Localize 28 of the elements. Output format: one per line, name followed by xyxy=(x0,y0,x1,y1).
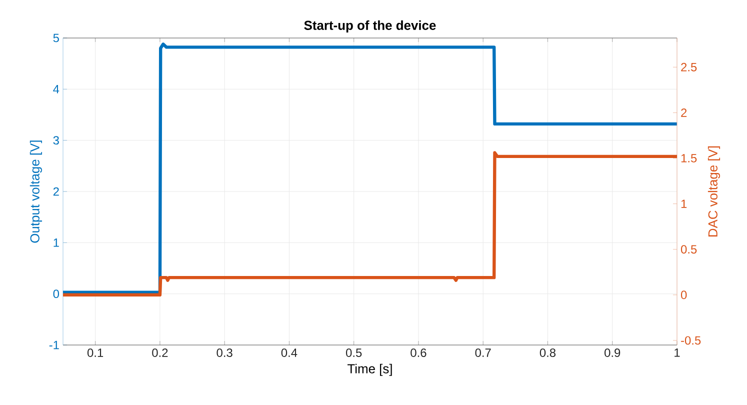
x-tick-label: 0.9 xyxy=(604,348,620,357)
chart-title: Start-up of the device xyxy=(304,20,436,32)
y-tick-label: 2 xyxy=(53,187,59,196)
y-tick-label: 0 xyxy=(53,290,60,298)
y2-tick-label: 2.5 xyxy=(681,62,697,72)
y-tick-label: 1 xyxy=(54,238,59,247)
y-tick-label: 4 xyxy=(53,85,60,94)
x-tick-label: 1 xyxy=(674,348,680,357)
x-tick-label: 0.4 xyxy=(281,348,298,357)
y2-tick-label: 0 xyxy=(680,290,687,300)
y-tick-label: -1 xyxy=(49,340,59,350)
y2-tick-label: 1 xyxy=(681,200,687,208)
y2-axis-title: DAC voltage [V] xyxy=(708,146,720,237)
y2-tick-label: 2 xyxy=(681,108,687,117)
x-tick-label: 0.1 xyxy=(87,348,104,357)
y2-tick-label: -0.5 xyxy=(681,336,701,345)
x-tick-label: 0.3 xyxy=(216,348,232,357)
x-tick-label: 0.5 xyxy=(346,348,362,357)
y-tick-label: 3 xyxy=(53,136,59,145)
y-tick-label: 5 xyxy=(53,34,59,42)
y-axis-title: Output voltage [V] xyxy=(30,140,42,243)
y2-tick-label: 1.5 xyxy=(681,154,697,162)
y2-tick-label: 0.5 xyxy=(680,245,697,254)
x-tick-label: 0.7 xyxy=(475,348,491,357)
x-tick-label: 0.2 xyxy=(152,348,168,357)
x-tick-label: 0.8 xyxy=(540,348,556,357)
x-axis-title: Time [s] xyxy=(348,364,392,376)
x-tick-label: 0.6 xyxy=(410,348,426,357)
